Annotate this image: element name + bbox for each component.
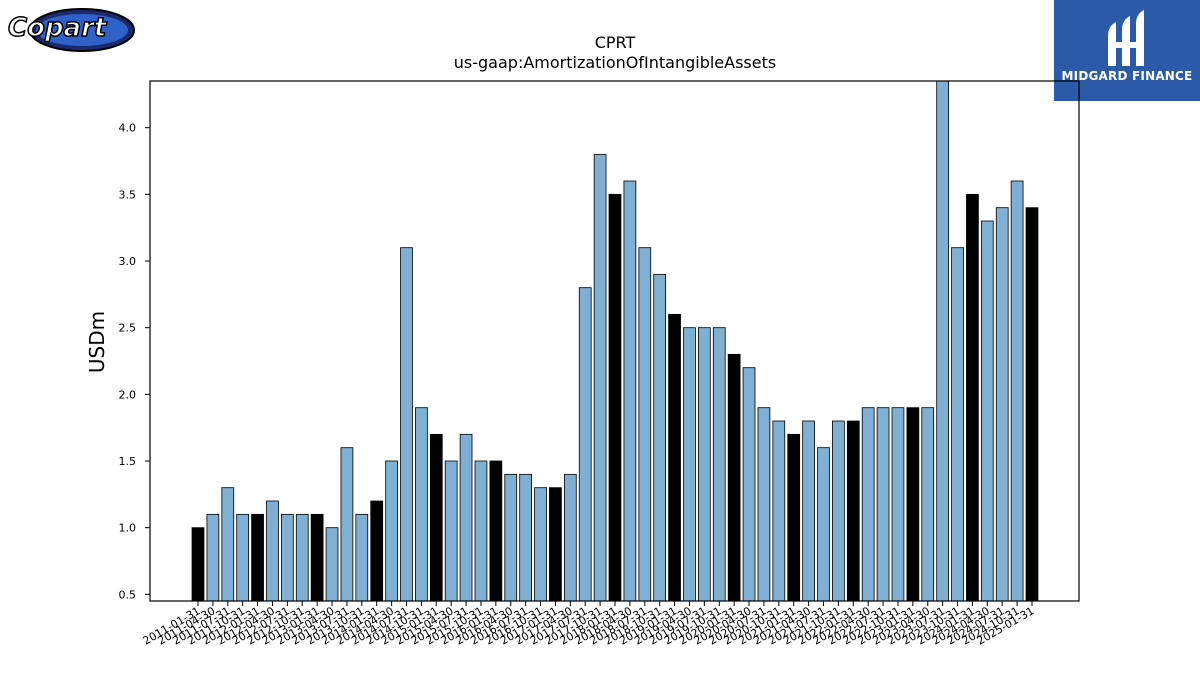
bar-2017-01-31 xyxy=(549,487,562,602)
bar-2016-04-30 xyxy=(504,473,518,602)
chart-subtitle: us-gaap:AmortizationOfIntangibleAssets xyxy=(454,53,776,72)
bar-2013-07-31 xyxy=(340,447,354,602)
bar-2020-07-31 xyxy=(757,407,771,602)
bars-group xyxy=(191,80,1039,602)
y-tick-label: 3.0 xyxy=(119,255,137,268)
bar-2021-10-31 xyxy=(832,420,845,602)
midgard-finance-logo: MIDGARD FINANCE xyxy=(1054,0,1200,101)
bar-2012-07-31 xyxy=(280,513,294,602)
bar-2015-01-31 xyxy=(429,433,443,602)
bar-2020-04-30 xyxy=(742,367,756,602)
bar-2011-10-31 xyxy=(236,513,250,602)
midgard-finance-mark-icon xyxy=(1108,10,1144,66)
bar-2022-04-30 xyxy=(861,407,875,602)
bar-2019-07-31 xyxy=(698,327,711,602)
y-tick-label: 4.0 xyxy=(119,122,137,135)
copart-logo: Copart xyxy=(4,4,136,54)
bar-2014-04-30 xyxy=(385,460,398,602)
bar-2019-04-30 xyxy=(683,327,696,602)
bar-2023-01-31 xyxy=(906,407,920,602)
midgard-finance-text: MIDGARD FINANCE xyxy=(1061,69,1193,83)
y-tick-label: 3.5 xyxy=(119,188,137,201)
plot-frame xyxy=(149,80,1080,602)
bar-2015-04-30 xyxy=(444,460,458,602)
bar-2017-10-31 xyxy=(593,153,607,602)
bar-2021-04-30 xyxy=(802,420,815,602)
bar-2013-01-31 xyxy=(310,513,324,602)
bar-2017-04-30 xyxy=(563,473,577,602)
bar-2024-04-30 xyxy=(980,220,994,602)
bar-2020-10-31 xyxy=(772,420,786,602)
y-tick-label: 2.0 xyxy=(119,388,137,401)
bar-2011-07-31 xyxy=(221,487,235,602)
bar-2011-04-30 xyxy=(206,513,220,602)
bar-2025-01-31 xyxy=(1025,207,1039,602)
bar-2018-04-30 xyxy=(623,180,637,602)
bar-2019-10-31 xyxy=(712,327,726,602)
y-tick-label: 1.5 xyxy=(119,455,137,468)
bar-2013-04-30 xyxy=(325,527,339,602)
x-axis: 2011-01-312011-04-302011-07-312011-10-31… xyxy=(141,601,1037,648)
bar-2016-01-31 xyxy=(489,460,503,602)
bar-2024-07-31 xyxy=(995,207,1009,602)
bar-2023-07-31 xyxy=(936,80,950,602)
copart-logo-text: Copart xyxy=(8,13,108,43)
y-tick-label: 0.5 xyxy=(119,588,137,601)
bar-2012-01-31 xyxy=(251,513,264,602)
bar-2022-10-31 xyxy=(891,407,905,602)
bar-2024-10-31 xyxy=(1010,180,1024,602)
bar-2016-07-31 xyxy=(519,473,533,602)
y-tick-label: 2.5 xyxy=(119,322,137,335)
bar-2022-07-31 xyxy=(876,407,890,602)
y-axis: 0.5 1.0 1.5 2.0 2.5 3.0 3.5 4.0 xyxy=(119,122,150,601)
bar-2015-07-31 xyxy=(459,433,473,602)
bar-2018-07-31 xyxy=(638,247,652,602)
bar-2023-10-31 xyxy=(951,247,964,602)
bar-2022-01-31 xyxy=(846,420,860,602)
bar-2016-10-31 xyxy=(534,487,547,602)
bar-2018-10-31 xyxy=(653,273,667,602)
bar-2012-10-31 xyxy=(295,513,309,602)
bar-2017-07-31 xyxy=(578,287,592,602)
bar-2019-01-31 xyxy=(668,313,681,602)
bar-2020-01-31 xyxy=(727,353,741,602)
bar-2014-01-31 xyxy=(370,500,384,602)
y-axis-label: USDm xyxy=(85,311,109,373)
bar-2021-07-31 xyxy=(817,447,830,602)
bar-2015-10-31 xyxy=(474,460,488,602)
bar-2011-01-31 xyxy=(191,527,205,602)
bar-2021-01-31 xyxy=(787,433,801,602)
bar-2013-10-31 xyxy=(355,513,369,602)
bar-2024-01-31 xyxy=(966,193,979,602)
bar-2014-07-31 xyxy=(400,247,413,602)
bar-2023-04-30 xyxy=(921,407,935,602)
y-tick-label: 1.0 xyxy=(119,522,137,535)
bar-2012-04-30 xyxy=(266,500,279,602)
chart-title: CPRT xyxy=(595,33,636,52)
bar-2018-01-31 xyxy=(608,193,622,602)
copart-logo-icon: Copart xyxy=(7,8,135,52)
bar-2014-10-31 xyxy=(415,407,428,602)
